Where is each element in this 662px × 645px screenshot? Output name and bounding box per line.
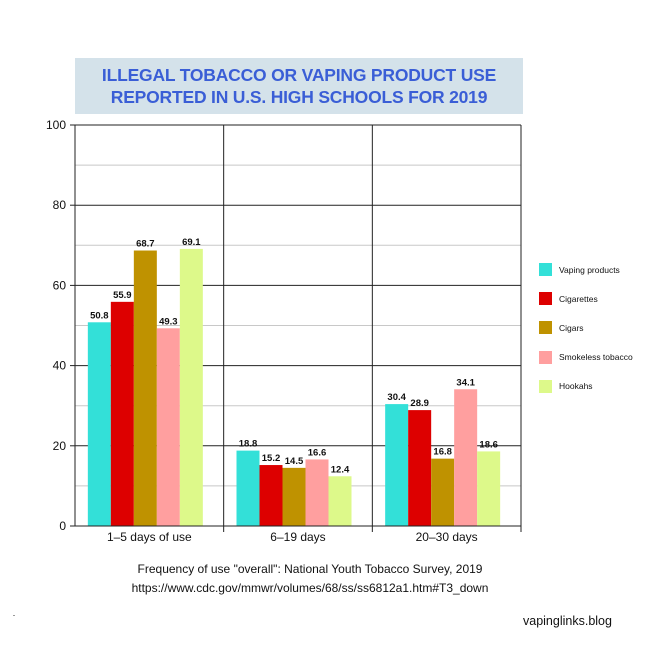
x-category-label: 6–19 days xyxy=(270,530,325,544)
data-label: 16.8 xyxy=(433,447,452,458)
y-tick-label: 0 xyxy=(59,519,66,533)
data-label: 18.6 xyxy=(479,439,498,450)
data-label: 15.2 xyxy=(262,453,281,464)
data-label: 49.3 xyxy=(159,316,178,327)
legend-item: Vaping products xyxy=(539,262,633,277)
y-tick-label: 40 xyxy=(53,359,67,373)
data-label: 12.4 xyxy=(331,464,350,475)
y-tick-label: 20 xyxy=(53,439,67,453)
y-tick-label: 60 xyxy=(53,278,67,292)
legend-item: Hookahs xyxy=(539,379,633,394)
legend-label: Smokeless tobacco xyxy=(559,352,633,363)
legend-item: Smokeless tobacco xyxy=(539,350,633,365)
site-credit: vapinglinks.blog xyxy=(523,614,612,628)
legend-label: Cigars xyxy=(559,322,584,333)
legend-swatch xyxy=(539,379,552,393)
chart-legend: Vaping products Cigarettes Cigars Smokeless… xyxy=(539,262,633,408)
data-label: 30.4 xyxy=(387,392,406,403)
stray-mark xyxy=(13,615,15,616)
data-label: 18.8 xyxy=(239,439,258,450)
bar-cigars xyxy=(431,458,455,526)
bar-smokeless-tobacco xyxy=(156,328,180,526)
chart-title-line-2: REPORTED IN U.S. HIGH SCHOOLS FOR 2019 xyxy=(110,87,488,107)
x-category-label: 1–5 days of use xyxy=(107,530,192,544)
legend-swatch xyxy=(539,350,552,364)
legend-item: Cigars xyxy=(539,320,633,335)
chart-title: ILLEGAL TOBACCO OR VAPING PRODUCT USE RE… xyxy=(75,58,523,114)
legend-label: Hookahs xyxy=(559,381,593,392)
bar-hookahs xyxy=(328,476,352,526)
legend-swatch xyxy=(539,263,552,276)
data-label: 50.8 xyxy=(90,310,109,321)
source-caption-line-2: https://www.cdc.gov/mmwr/volumes/68/ss/s… xyxy=(131,581,489,595)
data-label: 34.1 xyxy=(456,377,475,388)
bar-vaping-products xyxy=(236,450,260,526)
legend-label: Cigarettes xyxy=(559,293,598,304)
source-caption-line-1: Frequency of use "overall": National You… xyxy=(137,562,483,576)
data-label: 14.5 xyxy=(285,456,304,467)
data-label: 55.9 xyxy=(113,290,132,301)
bar-cigars xyxy=(133,250,157,526)
bar-vaping-products xyxy=(385,404,409,526)
legend-label: Vaping products xyxy=(559,264,620,275)
bar-cigars xyxy=(282,467,306,526)
x-category-label: 20–30 days xyxy=(416,530,478,544)
bar-hookahs xyxy=(179,248,203,526)
bar-hookahs xyxy=(477,451,501,526)
chart-title-line-1: ILLEGAL TOBACCO OR VAPING PRODUCT USE xyxy=(101,65,497,85)
bar-cigarettes xyxy=(110,301,134,526)
data-label: 68.7 xyxy=(136,239,155,250)
bar-smokeless-tobacco xyxy=(305,459,329,526)
bar-cigarettes xyxy=(259,465,283,526)
bar-vaping-products xyxy=(87,322,111,526)
legend-swatch xyxy=(539,321,552,335)
data-label: 69.1 xyxy=(182,237,201,248)
legend-item: Cigarettes xyxy=(539,291,633,306)
data-label: 28.9 xyxy=(410,398,429,409)
y-tick-label: 80 xyxy=(53,198,67,212)
data-label: 16.6 xyxy=(308,447,327,458)
bar-cigarettes xyxy=(408,410,432,526)
legend-swatch xyxy=(539,292,552,306)
y-tick-label: 100 xyxy=(46,118,66,132)
bar-smokeless-tobacco xyxy=(454,389,478,526)
